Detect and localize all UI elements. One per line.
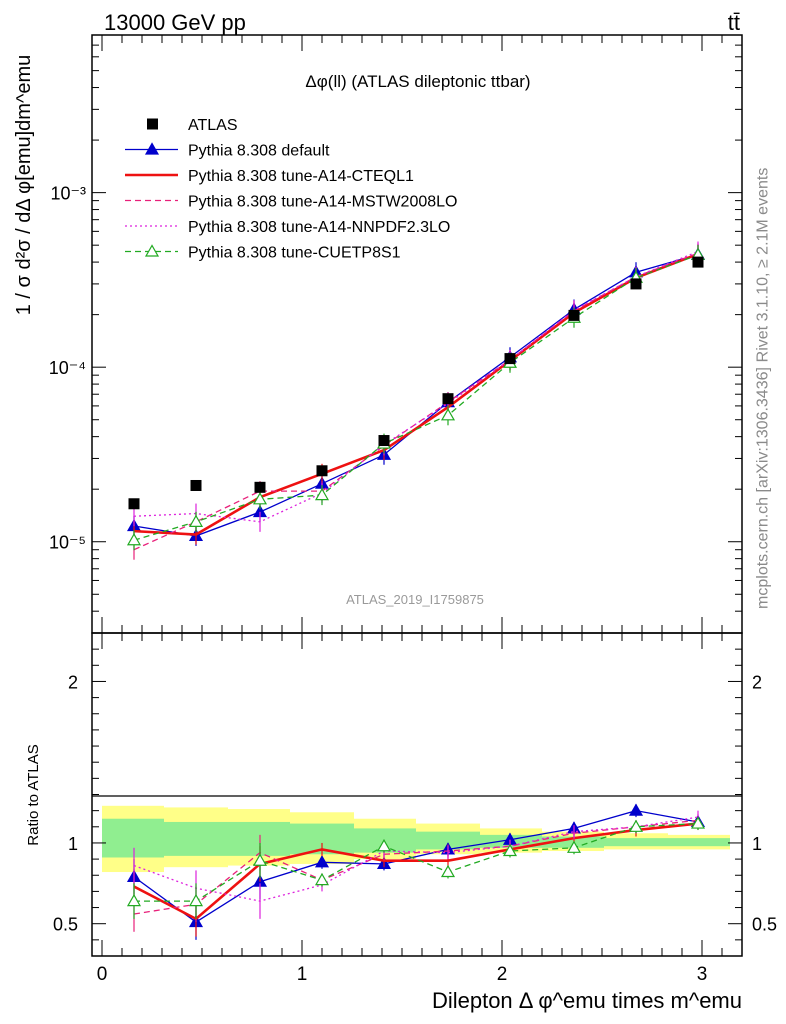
main-point xyxy=(252,492,268,505)
main-series-line xyxy=(133,252,699,551)
main-point xyxy=(188,514,204,527)
legend-marker xyxy=(144,142,160,155)
main-point xyxy=(440,408,456,421)
x-tick-label: 0 xyxy=(97,964,108,985)
ratio-point xyxy=(314,855,330,868)
band-stat xyxy=(416,831,480,850)
band-stat xyxy=(604,838,668,847)
legend-label: Pythia 8.308 tune-A14-NNPDF2.3LO xyxy=(188,219,450,236)
ratio-y-ticks: 0.5 0.5 1 1 2 2 xyxy=(53,632,777,957)
x-tick-label: 1 xyxy=(297,964,308,985)
band-stat xyxy=(228,821,290,856)
band-stat xyxy=(164,821,228,856)
data-point xyxy=(504,353,516,365)
ratio-panel: 0.5 0.5 1 1 2 2 0 1 2 3 Ratio to ATLAS Dilepton … xyxy=(25,35,777,1013)
legend-entry: Pythia 8.308 tune-A14-MSTW2008LO xyxy=(125,194,457,211)
legend-label: Pythia 8.308 tune-A14-CTEQL1 xyxy=(188,168,414,185)
ratio-y-tick-label: 2 xyxy=(68,672,78,692)
legend-entry: Pythia 8.308 tune-A14-NNPDF2.3LO xyxy=(125,219,450,236)
data-point xyxy=(316,465,328,477)
legend-entry: Pythia 8.308 tune-A14-CTEQL1 xyxy=(125,168,414,185)
ratio-series-layer xyxy=(126,803,706,940)
source-label: mcplots.cern.ch [arXiv:1306.3436] xyxy=(755,367,772,609)
ratio-y-tick-label: 0.5 xyxy=(752,915,777,935)
data-point xyxy=(442,393,454,405)
data-point xyxy=(190,479,202,491)
main-panel: 10⁻⁵ 10⁻⁴ 10⁻³ Δφ(ll) (ATLAS dileptonic tt… xyxy=(13,34,743,634)
legend-entry: Pythia 8.308 default xyxy=(125,142,330,160)
ratio-y-axis-label: Ratio to ATLAS xyxy=(25,744,42,845)
y-tick-label: 10⁻³ xyxy=(50,184,86,204)
legend-label: Pythia 8.308 tune-CUETP8S1 xyxy=(188,245,401,262)
main-y-ticks: 10⁻⁵ 10⁻⁴ 10⁻³ xyxy=(49,34,742,634)
band-stat xyxy=(668,838,730,847)
legend-entry: Pythia 8.308 tune-CUETP8S1 xyxy=(125,244,401,262)
main-title: Δφ(ll) (ATLAS dileptonic ttbar) xyxy=(305,72,530,91)
legend-label: Pythia 8.308 tune-A14-MSTW2008LO xyxy=(188,194,457,211)
band-stat xyxy=(542,836,604,848)
data-point xyxy=(568,309,580,321)
ratio-y-tick-label: 2 xyxy=(752,672,762,692)
main-point xyxy=(126,533,142,546)
legend-marker xyxy=(144,244,160,257)
legend-label: Pythia 8.308 default xyxy=(188,143,330,160)
ratio-point xyxy=(252,853,268,866)
ratio-point xyxy=(188,893,204,907)
x-tick-label: 3 xyxy=(697,964,708,985)
ratio-series-line xyxy=(133,809,699,923)
main-series-line xyxy=(133,253,699,537)
legend-label: ATLAS xyxy=(188,117,238,134)
x-tick-label: 2 xyxy=(497,964,508,985)
ratio-y-tick-label: 1 xyxy=(68,834,78,854)
main-point xyxy=(314,487,330,501)
ratio-point xyxy=(690,816,706,829)
ratio-point xyxy=(314,872,330,886)
data-point xyxy=(254,481,266,493)
legend-marker xyxy=(147,118,158,130)
y-tick-label: 10⁻⁴ xyxy=(49,358,86,378)
ratio-y-tick-label: 1 xyxy=(752,834,762,854)
process-label: 13000 GeV pp xyxy=(104,10,246,35)
main-y-axis-label: 1 / σ d²σ / dΔ φ[emu]dm^emu xyxy=(13,55,35,316)
main-series-line xyxy=(133,254,699,541)
legend-entry: ATLAS xyxy=(147,117,238,134)
ratio-series-line xyxy=(133,819,699,915)
legend: ATLAS Pythia 8.308 default Pythia 8.308 tu… xyxy=(125,117,457,262)
data-point xyxy=(378,435,390,447)
x-ticks: 0 1 2 3 xyxy=(97,35,743,985)
analysis-label: ATLAS_2019_I1759875 xyxy=(346,592,484,607)
channel-label: tt̄ xyxy=(728,10,740,35)
main-series-layer xyxy=(126,241,706,560)
data-point xyxy=(128,498,140,510)
ratio-frame xyxy=(91,632,743,957)
rivet-label: Rivet 3.1.10, ≥ 2.1M events xyxy=(755,168,772,363)
ratio-point xyxy=(376,838,392,852)
main-series-line xyxy=(133,252,699,536)
x-axis-label: Dilepton Δ φ^emu times m^emu xyxy=(432,988,742,1013)
ratio-series-line xyxy=(133,822,699,921)
main-series-line xyxy=(133,250,699,523)
ratio-uncertainty-bands xyxy=(102,805,730,873)
band-stat xyxy=(102,818,164,858)
ratio-point xyxy=(502,843,518,857)
ratio-point xyxy=(628,819,644,832)
ratio-point xyxy=(566,840,582,853)
ratio-series-line xyxy=(134,822,699,902)
y-tick-label: 10⁻⁵ xyxy=(49,533,86,553)
ratio-point xyxy=(628,803,644,816)
ratio-point xyxy=(126,893,142,907)
data-point xyxy=(692,256,704,268)
ratio-point xyxy=(440,864,456,878)
ratio-y-tick-label: 0.5 xyxy=(53,915,78,935)
data-point xyxy=(630,278,642,290)
